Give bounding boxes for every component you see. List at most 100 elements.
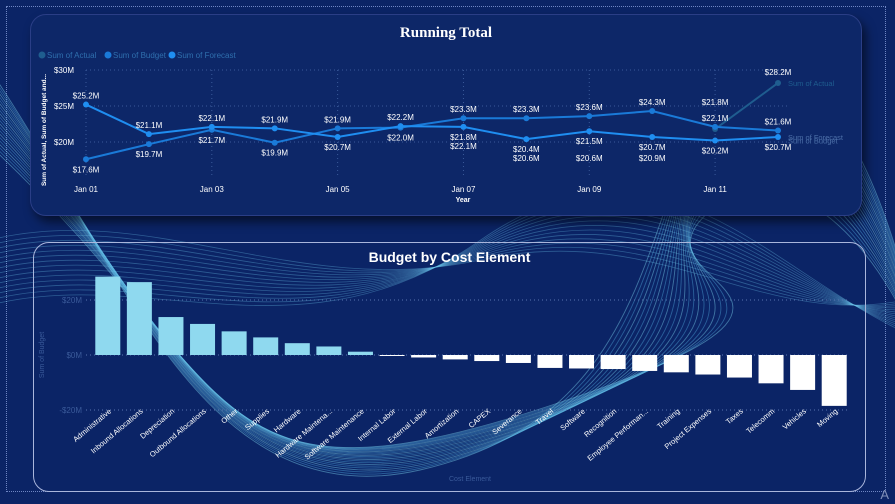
data-point xyxy=(334,133,341,140)
bar xyxy=(221,331,247,355)
data-point xyxy=(83,101,89,108)
data-label: $21.5M xyxy=(576,137,603,146)
wave-line xyxy=(0,215,895,319)
x-tick-label: Hardware Maintena... xyxy=(273,407,334,460)
data-label: $21.9M xyxy=(261,115,288,124)
y-axis-title: Sum of Budget xyxy=(39,332,46,378)
bar xyxy=(821,355,847,406)
x-tick-label: Jan 01 xyxy=(74,185,99,194)
x-axis-title: Year xyxy=(456,197,471,204)
x-tick-label: Jan 05 xyxy=(326,185,351,194)
bar xyxy=(632,355,658,371)
data-point xyxy=(83,156,89,163)
data-label: $21.6M xyxy=(765,117,792,126)
data-point xyxy=(712,137,719,144)
data-label: $28.2M xyxy=(765,68,792,77)
corner-letter: A xyxy=(880,487,889,502)
data-label: $17.6M xyxy=(73,165,100,174)
series-end-label: Sum of Forecast xyxy=(788,133,844,142)
y-tick-label: $20M xyxy=(54,138,74,147)
bar xyxy=(95,276,121,355)
data-label: $22.0M xyxy=(387,134,414,143)
data-label: $23.3M xyxy=(450,105,477,114)
series-line xyxy=(714,82,779,130)
data-label: $20.2M xyxy=(702,147,729,156)
wave-line xyxy=(0,239,895,307)
running-total-panel[interactable]: Running Total xyxy=(30,14,862,216)
data-point xyxy=(460,115,467,122)
bar xyxy=(316,346,342,355)
bar xyxy=(474,355,500,362)
series-end-label: Sum of Budget xyxy=(788,137,839,146)
x-tick-label: Software xyxy=(558,407,586,433)
legend-label: Sum of Forecast xyxy=(177,51,236,60)
data-point xyxy=(523,115,530,122)
bar xyxy=(442,355,468,360)
data-label: $20.4M xyxy=(513,145,540,154)
legend-label: Sum of Budget xyxy=(113,51,167,60)
data-label: $19.7M xyxy=(136,150,163,159)
data-point xyxy=(586,113,593,120)
data-label: $20.6M xyxy=(513,154,540,163)
y-axis-title: Sum of Actual, Sum of Budget and... xyxy=(41,74,48,186)
x-tick-label: Software Maintenance xyxy=(303,407,366,462)
x-tick-label: Jan 03 xyxy=(200,185,225,194)
data-label: $23.6M xyxy=(576,103,603,112)
x-tick-label: Other xyxy=(219,406,240,425)
wave-line xyxy=(0,234,895,306)
x-tick-label: Telecomm xyxy=(744,407,776,436)
bar xyxy=(569,355,595,369)
x-tick-label: Jan 11 xyxy=(703,185,727,194)
bar xyxy=(253,337,279,355)
wave-line xyxy=(0,229,895,306)
data-label: $20.9M xyxy=(639,154,666,163)
data-label: $20.7M xyxy=(639,143,666,152)
legend-label: Sum of Actual xyxy=(47,51,97,60)
bar xyxy=(726,355,752,378)
data-label: $23.3M xyxy=(513,105,540,114)
data-label: $22.1M xyxy=(450,142,477,151)
data-point xyxy=(334,125,341,132)
legend-marker xyxy=(38,51,46,59)
data-point xyxy=(145,141,152,148)
data-label: $22.1M xyxy=(702,114,729,123)
data-point xyxy=(523,136,530,143)
data-label: $21.8M xyxy=(702,98,729,107)
bar xyxy=(537,355,563,368)
x-tick-label: Severance xyxy=(490,407,523,437)
wave-line xyxy=(0,211,895,321)
data-point xyxy=(460,123,467,130)
x-tick-label: Jan 09 xyxy=(577,185,602,194)
x-tick-label: Training xyxy=(655,407,681,431)
data-label: $22.2M xyxy=(387,113,414,122)
data-point xyxy=(649,108,656,115)
data-label: $19.9M xyxy=(261,149,288,158)
wave-line xyxy=(0,238,895,309)
bar xyxy=(126,282,152,355)
y-tick-label: $25M xyxy=(54,102,74,111)
x-tick-label: Travel xyxy=(534,406,556,426)
x-tick-label: Employee Performan... xyxy=(585,407,650,463)
x-tick-label: Taxes xyxy=(724,406,745,426)
data-label: $20.7M xyxy=(765,143,792,152)
data-label: $24.3M xyxy=(639,98,666,107)
data-point xyxy=(271,125,278,132)
x-tick-label: Jan 07 xyxy=(451,185,476,194)
data-point xyxy=(208,123,215,130)
y-tick-label: $30M xyxy=(54,66,74,75)
legend-marker xyxy=(104,51,112,59)
y-tick-label: $20M xyxy=(62,296,82,305)
bar xyxy=(158,317,184,355)
data-point xyxy=(397,123,404,130)
data-label: $25.2M xyxy=(73,92,100,101)
budget-by-cost-element-panel[interactable]: Budget by Cost Element xyxy=(33,242,866,492)
running-total-title: Running Total xyxy=(399,25,493,41)
x-tick-label: Hardware xyxy=(272,407,303,435)
x-tick-label: Amortization xyxy=(423,407,461,441)
data-label: $22.1M xyxy=(198,114,225,123)
y-tick-label: -$20M xyxy=(59,406,82,415)
y-tick-label: $0M xyxy=(66,351,82,360)
data-point xyxy=(145,131,152,138)
data-point xyxy=(775,79,781,86)
